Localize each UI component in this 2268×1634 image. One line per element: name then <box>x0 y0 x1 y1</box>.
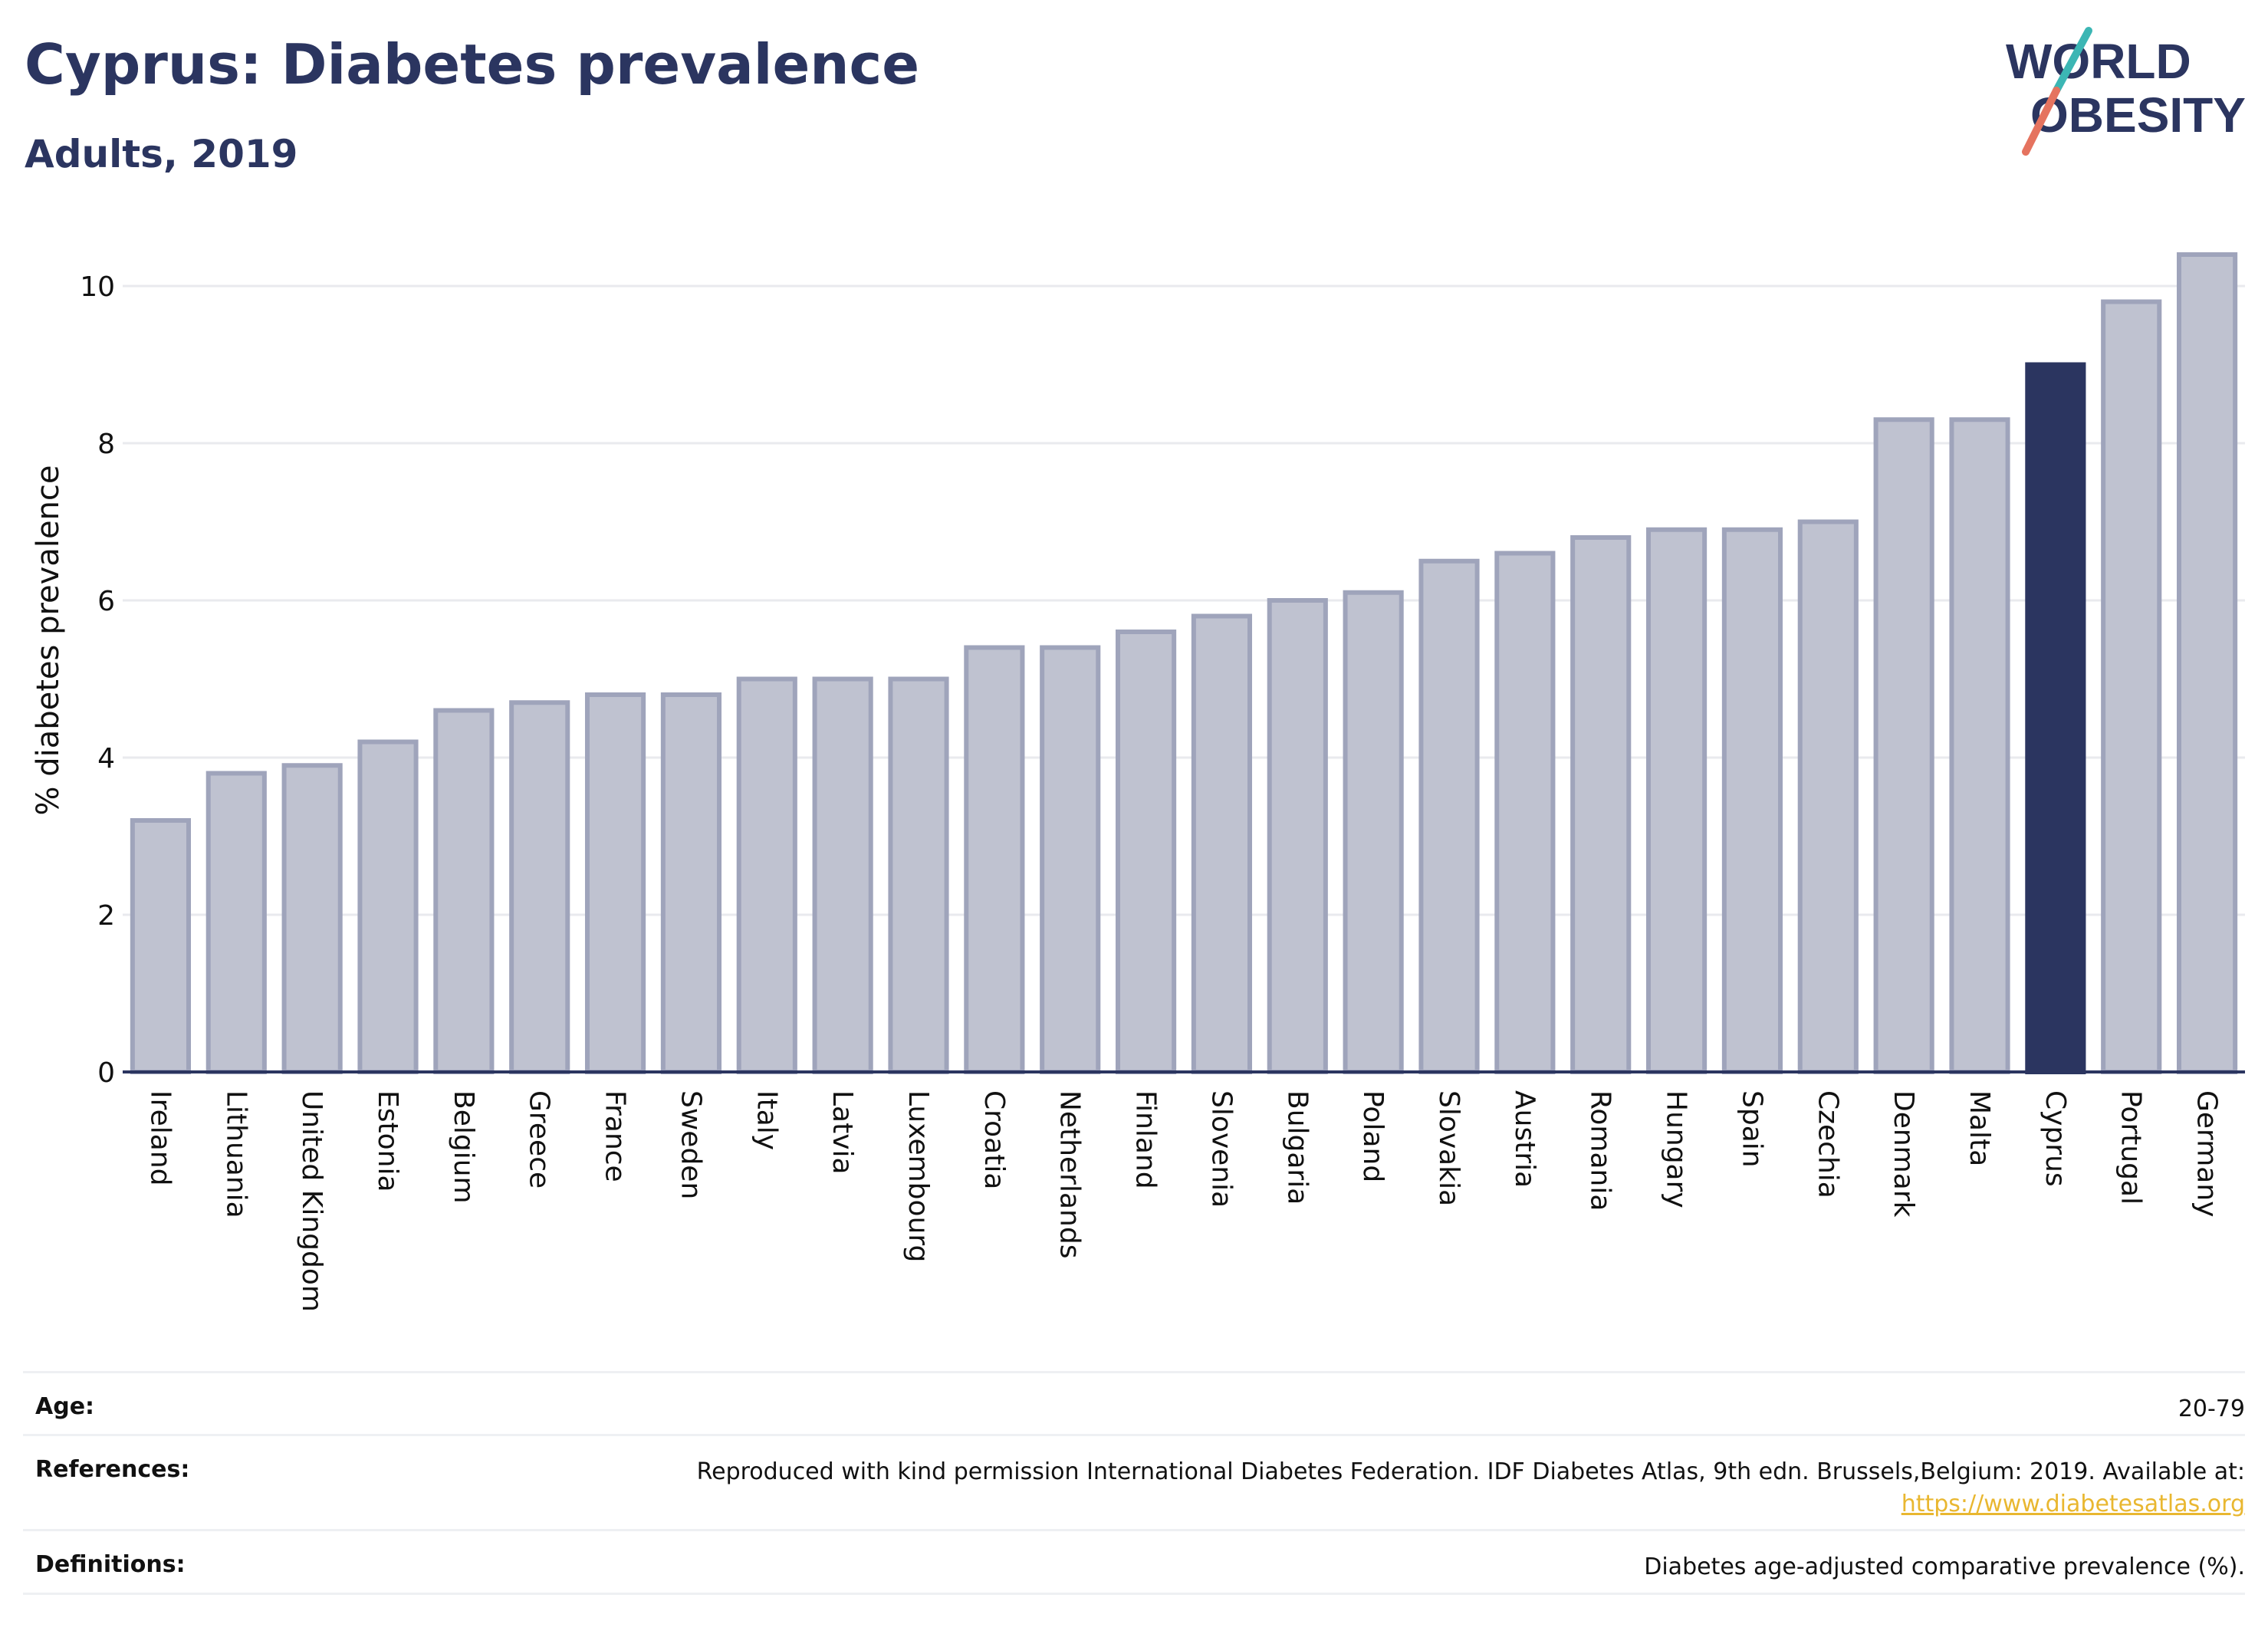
x-tick-label: Finland <box>1130 1090 1162 1189</box>
x-tick-label: Romania <box>1585 1090 1616 1211</box>
x-tick-label: Portugal <box>2115 1090 2147 1205</box>
x-tick-label: Hungary <box>1661 1090 1692 1208</box>
bar <box>1797 519 1859 1074</box>
x-tick-label: France <box>600 1090 631 1182</box>
footer-row-definitions: Definitions: Diabetes age-adjusted compa… <box>23 1529 2245 1595</box>
bar <box>1115 630 1177 1074</box>
y-axis-label: % diabetes prevalence <box>31 465 66 815</box>
bar <box>1721 527 1783 1074</box>
x-tick-label: Italy <box>751 1090 782 1150</box>
x-tick-label: United Kingdom <box>296 1090 327 1312</box>
y-tick-label: 0 <box>97 1057 115 1089</box>
footer-row-age: Age: 20-79 <box>23 1371 2245 1434</box>
x-tick-label: Slovenia <box>1205 1090 1237 1208</box>
chart-title: Cyprus: Diabetes prevalence <box>25 32 920 97</box>
x-tick-label: Greece <box>524 1090 555 1189</box>
bar-chart: 0 2 4 6 8 10 % diabetes prevalence Ireland Lithu… <box>31 252 2245 1312</box>
x-tick-label: Slovakia <box>1433 1090 1464 1206</box>
y-tick-label: 10 <box>80 271 115 303</box>
bar <box>1191 613 1253 1074</box>
y-tick-label: 4 <box>97 743 115 774</box>
world-obesity-logo: WORLD OBESITY <box>2006 27 2246 156</box>
references-text: Reproduced with kind permission Internat… <box>696 1458 2245 1485</box>
x-tick-label: Ireland <box>144 1090 176 1186</box>
x-tick-label: Sweden <box>675 1090 706 1199</box>
y-tick-label: 8 <box>97 429 115 460</box>
x-tick-label: Belgium <box>448 1090 479 1204</box>
bar <box>281 763 343 1074</box>
bar <box>1343 590 1404 1074</box>
bar <box>964 645 1025 1074</box>
logo-line1: WORLD <box>2006 34 2191 89</box>
logo-teal-slash <box>2053 27 2092 94</box>
bar <box>1873 417 1934 1074</box>
bar <box>812 676 873 1074</box>
bar <box>1040 645 1101 1074</box>
bar <box>1570 535 1632 1074</box>
x-tick-label: Spain <box>1736 1090 1767 1168</box>
x-tick-label: Cyprus <box>2040 1090 2071 1187</box>
x-tick-label: Malta <box>1964 1090 1995 1166</box>
x-tick-label: Germany <box>2191 1090 2223 1217</box>
bar <box>130 818 192 1074</box>
x-tick-label: Bulgaria <box>1281 1090 1313 1205</box>
bar <box>1418 558 1480 1074</box>
definitions-value: Diabetes age-adjusted comparative preval… <box>1644 1553 2245 1580</box>
x-tick-label: Austria <box>1509 1090 1540 1188</box>
footer-table: Age: 20-79 References: Reproduced with k… <box>23 1371 2245 1595</box>
x-tick-label: Czechia <box>1812 1090 1843 1198</box>
bar <box>2025 362 2086 1074</box>
x-tick-label: Luxembourg <box>902 1090 934 1262</box>
bar <box>1645 527 1708 1074</box>
references-label: References: <box>35 1456 190 1483</box>
y-tick-label: 6 <box>97 586 115 617</box>
bar <box>1267 598 1328 1074</box>
x-tick-label: Netherlands <box>1054 1090 1086 1258</box>
bar <box>433 708 495 1074</box>
logo-coral-slash <box>2022 87 2060 156</box>
bar <box>357 739 419 1074</box>
bar <box>1949 417 2010 1074</box>
chart-subtitle: Adults, 2019 <box>25 132 298 176</box>
x-tick-label: Croatia <box>978 1090 1010 1189</box>
references-value: Reproduced with kind permission Internat… <box>697 1456 2245 1521</box>
bar <box>888 676 949 1074</box>
logo-line2: OBESITY <box>2030 87 2246 143</box>
bar <box>509 700 570 1074</box>
x-tick-label: Poland <box>1357 1090 1389 1182</box>
bar <box>1494 551 1556 1074</box>
x-tick-label: Lithuania <box>220 1090 251 1218</box>
definitions-label: Definitions: <box>35 1551 186 1578</box>
age-value: 20-79 <box>2178 1396 2245 1422</box>
x-tick-label: Estonia <box>372 1090 403 1192</box>
age-label: Age: <box>35 1393 95 1420</box>
footer-row-references: References: Reproduced with kind permiss… <box>23 1434 2245 1529</box>
bar <box>584 692 646 1074</box>
bar <box>2176 252 2238 1074</box>
bar <box>736 676 797 1074</box>
x-tick-label: Denmark <box>1888 1090 1919 1218</box>
bar <box>2101 299 2162 1074</box>
x-tick-label: Latvia <box>827 1090 858 1175</box>
y-tick-label: 2 <box>97 900 115 932</box>
references-link[interactable]: https://www.diabetesatlas.org <box>1901 1491 2245 1517</box>
bar <box>205 771 267 1074</box>
bar <box>660 692 722 1074</box>
